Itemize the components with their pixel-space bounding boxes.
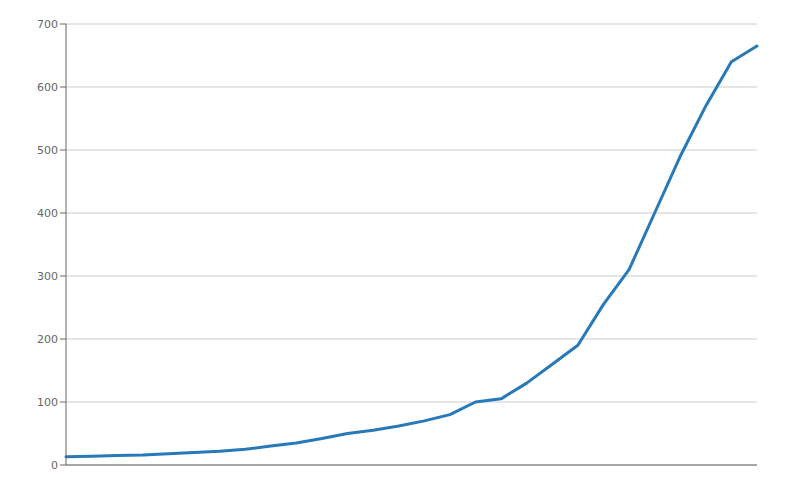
svg-text:600: 600 xyxy=(37,81,58,94)
svg-text:300: 300 xyxy=(37,270,58,283)
svg-text:100: 100 xyxy=(37,396,58,409)
svg-text:0: 0 xyxy=(51,459,58,472)
svg-text:200: 200 xyxy=(37,333,58,346)
svg-text:400: 400 xyxy=(37,207,58,220)
svg-text:700: 700 xyxy=(37,18,58,31)
svg-text:500: 500 xyxy=(37,144,58,157)
